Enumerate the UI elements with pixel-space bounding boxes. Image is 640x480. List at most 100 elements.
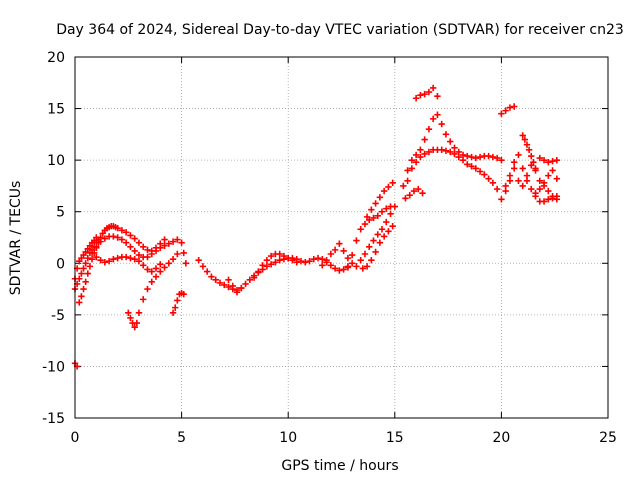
series-arc-19 [404, 146, 501, 193]
data-point [406, 192, 413, 199]
data-point [118, 227, 126, 234]
data-point [336, 240, 343, 247]
data-point [540, 156, 548, 164]
data-point [506, 104, 514, 111]
data-point [400, 182, 407, 190]
data-point [255, 268, 262, 275]
data-point [412, 159, 420, 166]
data-point [553, 193, 561, 200]
data-point [425, 88, 433, 96]
data-point [417, 146, 424, 154]
data-point [389, 179, 396, 187]
data-point [250, 274, 258, 281]
data-point [267, 261, 275, 268]
data-point [82, 278, 89, 286]
data-point [195, 256, 202, 264]
series-arc-5 [93, 253, 164, 275]
data-point [361, 250, 369, 258]
data-point [380, 233, 388, 240]
data-point [417, 153, 424, 161]
data-point [133, 319, 141, 327]
data-point [519, 165, 526, 172]
data-point [319, 262, 326, 269]
data-point [536, 185, 543, 193]
data-point [370, 214, 377, 222]
data-point [387, 210, 394, 217]
data-point [86, 263, 94, 270]
data-point [370, 237, 377, 244]
x-tick-label: 5 [177, 430, 186, 446]
series-arc-14 [344, 203, 394, 271]
data-point [169, 255, 177, 263]
series-arc-26 [536, 154, 561, 166]
data-point [144, 246, 151, 254]
data-point [114, 254, 121, 262]
data-point [378, 208, 386, 215]
data-point [368, 206, 375, 213]
data-point [363, 213, 371, 221]
data-point [372, 248, 379, 256]
data-point [374, 212, 381, 220]
data-point [140, 243, 147, 250]
data-point [468, 163, 475, 170]
data-point [135, 251, 143, 259]
data-point [510, 159, 518, 166]
chart-title: Day 364 of 2024, Sidereal Day-to-day VTE… [56, 22, 624, 38]
series-arc-27 [532, 193, 561, 205]
series-arc-4 [88, 233, 181, 261]
data-point [485, 152, 492, 160]
data-point [272, 259, 279, 266]
data-point [451, 150, 458, 158]
data-point [545, 159, 552, 166]
data-point [199, 263, 207, 270]
data-point [144, 253, 151, 261]
data-point [157, 244, 164, 252]
data-point [114, 225, 121, 232]
data-point [417, 91, 424, 99]
data-point [229, 282, 236, 290]
x-tick-label: 25 [599, 430, 617, 446]
data-point [438, 120, 445, 128]
data-point [510, 103, 518, 110]
data-point [389, 222, 396, 230]
data-point [536, 177, 543, 184]
data-point [412, 151, 420, 159]
data-point [383, 205, 390, 212]
data-point [425, 126, 433, 133]
data-point [135, 258, 143, 265]
data-point [536, 154, 543, 162]
data-point [532, 193, 539, 200]
data-point [157, 268, 164, 275]
data-point [276, 250, 283, 258]
data-point [263, 256, 271, 264]
data-point [127, 232, 134, 239]
data-point [363, 263, 371, 270]
data-point [152, 265, 160, 272]
data-point [148, 268, 155, 275]
data-point [165, 240, 173, 247]
data-point [174, 236, 181, 243]
data-point [114, 234, 121, 241]
data-point [421, 136, 428, 143]
data-point [374, 231, 381, 238]
data-point [476, 168, 484, 175]
data-point [174, 250, 181, 258]
series-arc-8 [178, 239, 190, 267]
data-point [442, 131, 450, 138]
data-point [498, 110, 505, 117]
data-point [464, 161, 471, 168]
data-point [165, 260, 173, 267]
data-point [135, 239, 143, 246]
data-point [157, 261, 164, 268]
data-point [84, 254, 91, 262]
data-points [71, 84, 561, 370]
data-point [238, 284, 245, 292]
series-arc-15 [353, 203, 398, 270]
data-point [348, 260, 356, 267]
data-point [131, 324, 138, 331]
data-point [506, 172, 514, 179]
data-point [259, 262, 266, 269]
x-tick-label: 0 [71, 430, 80, 446]
data-point [447, 138, 454, 145]
data-point [221, 281, 228, 289]
